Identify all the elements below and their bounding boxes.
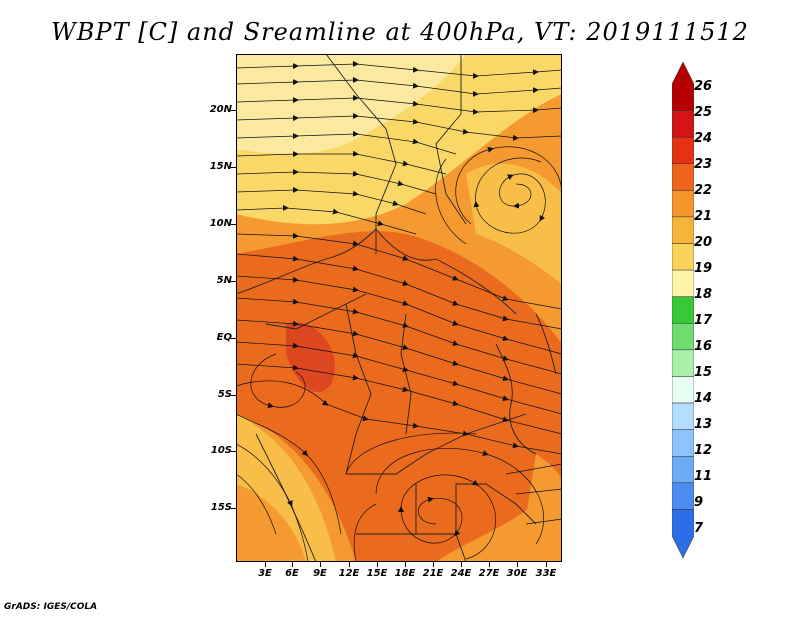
- colorbar-segment: [672, 110, 694, 138]
- lon-tick: [349, 562, 350, 567]
- colorbar: [672, 62, 694, 558]
- lon-tick: [377, 562, 378, 567]
- colorbar-label: 17: [694, 313, 713, 328]
- colorbar-label: 16: [694, 339, 713, 354]
- lat-tick: [231, 508, 237, 509]
- colorbar-label: 18: [694, 287, 713, 302]
- lat-label: 15N: [209, 161, 232, 172]
- lon-label: 27E: [478, 568, 500, 579]
- lon-tick: [265, 562, 266, 567]
- lat-label: 10N: [209, 218, 232, 229]
- colorbar-segment: [672, 190, 694, 218]
- colorbar-segment: [672, 136, 694, 165]
- lon-label: 15E: [366, 568, 388, 579]
- colorbar-segment: [672, 482, 694, 510]
- colorbar-segment: [672, 243, 694, 271]
- colorbar-segment: [672, 455, 694, 484]
- colorbar-label: 15: [694, 365, 713, 380]
- lon-label: 12E: [338, 568, 360, 579]
- wbpt-orange-southwest: [236, 484, 306, 562]
- colorbar-label: 24: [694, 131, 713, 146]
- colorbar-label: 9: [694, 495, 704, 510]
- colorbar-segment: [672, 269, 694, 297]
- colorbar-segment: [672, 429, 694, 457]
- colorbar-label: 26: [694, 79, 713, 94]
- colorbar-label: 19: [694, 261, 713, 276]
- lat-label: 5S: [217, 389, 232, 400]
- lon-label: 9E: [313, 568, 327, 579]
- colorbar-segment: [672, 296, 694, 324]
- colorbar-label: 7: [694, 521, 704, 536]
- lat-tick: [231, 110, 237, 111]
- lon-tick: [517, 562, 518, 567]
- lon-tick: [489, 562, 490, 567]
- wbpt-orange-southeast: [516, 454, 562, 562]
- lon-label: 3E: [258, 568, 272, 579]
- lat-label: EQ: [216, 332, 232, 343]
- colorbar-segment: [672, 323, 694, 351]
- colorbar-segment: [672, 216, 694, 244]
- lon-label: 6E: [285, 568, 299, 579]
- lon-tick: [433, 562, 434, 567]
- colorbar-label: 12: [694, 443, 713, 458]
- lon-label: 33E: [535, 568, 557, 579]
- lon-tick: [546, 562, 547, 567]
- colorbar-top-triangle: [672, 62, 694, 111]
- colorbar-label: 25: [694, 105, 713, 120]
- lat-tick: [231, 338, 237, 339]
- lon-tick: [320, 562, 321, 567]
- lat-tick: [231, 167, 237, 168]
- lon-tick: [461, 562, 462, 567]
- lat-tick: [231, 395, 237, 396]
- map-title: WBPT [C] and Sreamline at 400hPa, VT: 20…: [51, 18, 749, 46]
- colorbar-segment: [672, 376, 694, 404]
- colorbar-label: 22: [694, 183, 713, 198]
- map-plot-area[interactable]: [236, 54, 562, 562]
- lat-label: 15S: [210, 502, 232, 513]
- lat-label: 5N: [216, 275, 232, 286]
- colorbar-segment: [672, 349, 694, 377]
- lat-tick: [231, 281, 237, 282]
- lon-label: 30E: [506, 568, 528, 579]
- lat-label: 10S: [210, 445, 232, 456]
- grads-credit: GrADS: IGES/COLA: [4, 602, 98, 612]
- wbpt-streamline-map: [236, 54, 562, 562]
- lat-tick: [231, 451, 237, 452]
- colorbar-label: 11: [694, 469, 713, 484]
- lon-tick: [292, 562, 293, 567]
- colorbar-label: 13: [694, 417, 713, 432]
- colorbar-segment: [672, 163, 694, 191]
- colorbar-label: 23: [694, 157, 713, 172]
- colorbar-label: 14: [694, 391, 713, 406]
- colorbar-segment: [672, 402, 694, 430]
- lon-label: 24E: [450, 568, 472, 579]
- colorbar-bottom-triangle: [672, 509, 694, 558]
- lon-tick: [405, 562, 406, 567]
- colorbar-label: 21: [694, 209, 713, 224]
- lon-label: 21E: [422, 568, 444, 579]
- colorbar-label: 20: [694, 235, 713, 250]
- lat-label: 20N: [209, 104, 232, 115]
- lon-label: 18E: [394, 568, 416, 579]
- streamlines: [236, 60, 562, 562]
- lat-tick: [231, 224, 237, 225]
